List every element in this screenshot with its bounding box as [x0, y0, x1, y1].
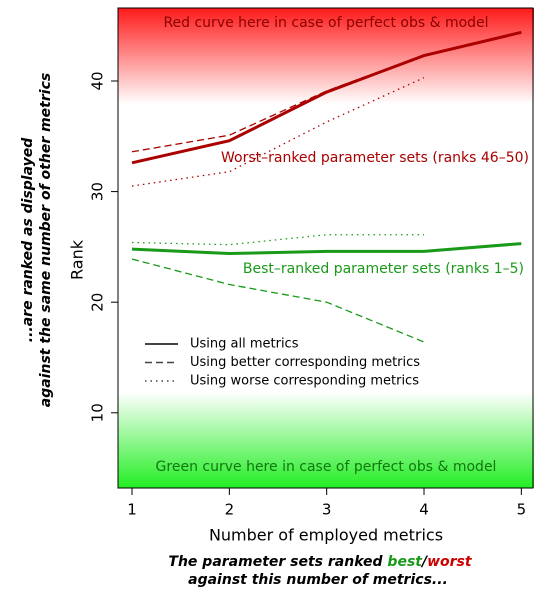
y-tick-label: 10 — [89, 403, 107, 422]
annotation: Worst–ranked parameter sets (ranks 46–50… — [221, 150, 529, 166]
x-tick-label: 1 — [127, 501, 137, 519]
caption: against this number of metrics... — [188, 572, 448, 588]
side-label: ...are ranked as displayed — [20, 137, 36, 342]
series-line — [131, 54, 425, 153]
plot-frame — [117, 7, 534, 489]
caption-worst: worst — [427, 554, 473, 570]
series-line — [131, 242, 522, 256]
x-tick-label: 3 — [322, 501, 332, 519]
caption-text: The parameter sets ranked — [168, 554, 387, 570]
annotation: Red curve here in case of perfect obs & … — [163, 15, 488, 31]
series-line — [131, 30, 522, 165]
x-tick-label: 5 — [517, 501, 527, 519]
legend-label: Using all metrics — [190, 337, 299, 352]
annotation: Green curve here in case of perfect obs … — [156, 459, 497, 475]
caption: The parameter sets ranked best/worst — [168, 554, 472, 570]
legend-label: Using worse corresponding metrics — [190, 374, 419, 389]
caption-slash: / — [420, 554, 429, 570]
y-axis-label: Rank — [68, 239, 87, 280]
x-axis-label: Number of employed metrics — [209, 526, 443, 545]
series-line — [131, 258, 425, 343]
side-label: against the same number of other metrics — [38, 73, 54, 407]
annotation: Best–ranked parameter sets (ranks 1–5) — [243, 261, 524, 277]
caption-best: best — [387, 554, 423, 570]
x-tick-label: 2 — [225, 501, 235, 519]
x-tick-label: 4 — [419, 501, 429, 519]
y-tick-label: 40 — [89, 71, 107, 90]
y-tick-label: 30 — [89, 182, 107, 201]
y-tick-label: 20 — [89, 293, 107, 312]
legend-label: Using better corresponding metrics — [190, 355, 420, 370]
